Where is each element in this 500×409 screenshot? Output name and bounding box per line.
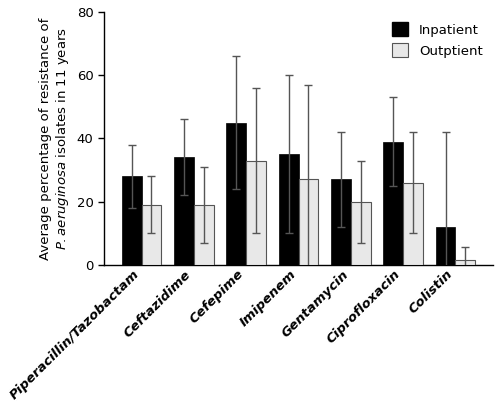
- Bar: [351, 202, 370, 265]
- Bar: [226, 123, 246, 265]
- Bar: [331, 180, 351, 265]
- Bar: [403, 183, 423, 265]
- Bar: [278, 154, 298, 265]
- Legend: Inpatient, Outptient: Inpatient, Outptient: [388, 18, 486, 61]
- Bar: [142, 205, 162, 265]
- Bar: [246, 160, 266, 265]
- Bar: [436, 227, 456, 265]
- Bar: [122, 176, 142, 265]
- Bar: [298, 180, 318, 265]
- Bar: [384, 142, 403, 265]
- Y-axis label: Average percentage of resistance of
$\it{P. aeruginosa}$ isolates in 11 years: Average percentage of resistance of $\it…: [38, 17, 71, 260]
- Bar: [194, 205, 214, 265]
- Bar: [174, 157, 194, 265]
- Bar: [456, 260, 475, 265]
